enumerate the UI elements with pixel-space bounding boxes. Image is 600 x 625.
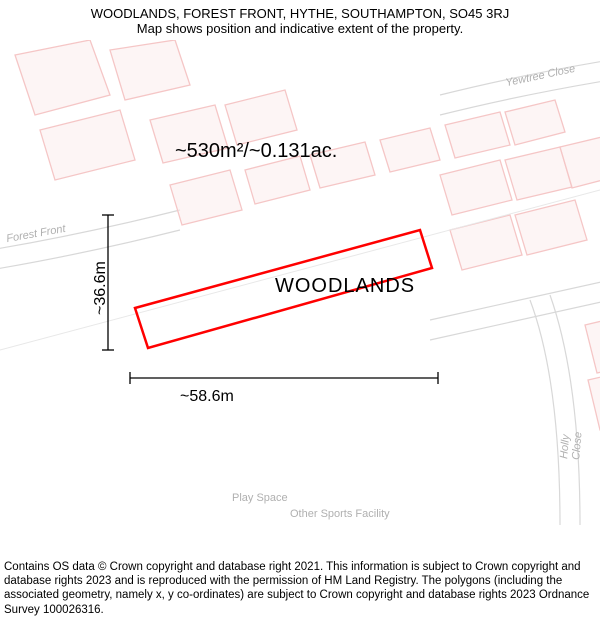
page-title: WOODLANDS, FOREST FRONT, HYTHE, SOUTHAMP… [0, 6, 600, 21]
header: WOODLANDS, FOREST FRONT, HYTHE, SOUTHAMP… [0, 0, 600, 36]
amenity-label-play-space: Play Space [232, 492, 288, 504]
height-dimension-label: ~36.6m [92, 261, 110, 315]
street-label-holly-close: Holly Close [558, 404, 587, 461]
map-canvas: ~530m²/~0.131ac. WOODLANDS ~36.6m ~58.6m… [0, 40, 600, 525]
area-measurement-label: ~530m²/~0.131ac. [175, 140, 337, 163]
copyright-footer: Contains OS data © Crown copyright and d… [0, 554, 600, 625]
page-subtitle: Map shows position and indicative extent… [0, 21, 600, 36]
amenity-label-other-sports: Other Sports Facility [290, 508, 390, 520]
dimension-lines [102, 215, 438, 384]
width-dimension-label: ~58.6m [180, 388, 234, 406]
property-name-label: WOODLANDS [275, 275, 415, 298]
